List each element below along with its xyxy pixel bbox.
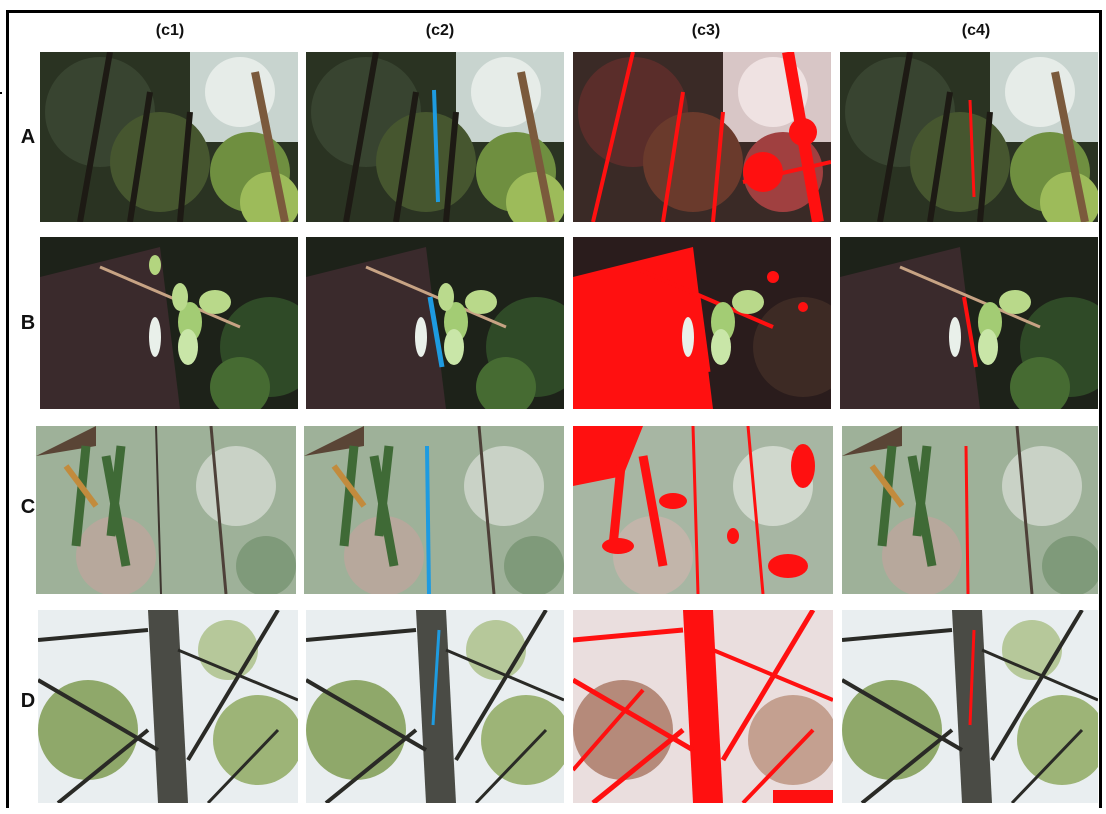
column-label-c2: (c2)	[425, 22, 455, 39]
figure-frame	[6, 10, 1102, 808]
row-label-a: A	[20, 126, 36, 148]
photo-c-c2	[304, 426, 564, 594]
column-label-c4: (c4)	[961, 22, 991, 39]
row-label-c: C	[20, 496, 36, 518]
photo-a-c2	[306, 52, 564, 222]
photo-b-c3	[573, 237, 831, 409]
photo-a-c1	[40, 52, 298, 222]
photo-c-c4	[842, 426, 1098, 594]
photo-b-c4	[840, 237, 1098, 409]
photo-d-c1	[38, 610, 298, 803]
photo-d-c4	[842, 610, 1098, 803]
photo-b-c1	[40, 237, 298, 409]
photo-d-c2	[306, 610, 564, 803]
column-label-c3: (c3)	[691, 22, 721, 39]
frame-mark	[0, 92, 2, 94]
row-label-b: B	[20, 312, 36, 334]
photo-c-c3	[573, 426, 833, 594]
column-label-c1: (c1)	[155, 22, 185, 39]
photo-a-c3	[573, 52, 831, 222]
row-label-d: D	[20, 690, 36, 712]
photo-a-c4	[840, 52, 1098, 222]
photo-c-c1	[36, 426, 296, 594]
photo-d-c3	[573, 610, 833, 803]
photo-b-c2	[306, 237, 564, 409]
